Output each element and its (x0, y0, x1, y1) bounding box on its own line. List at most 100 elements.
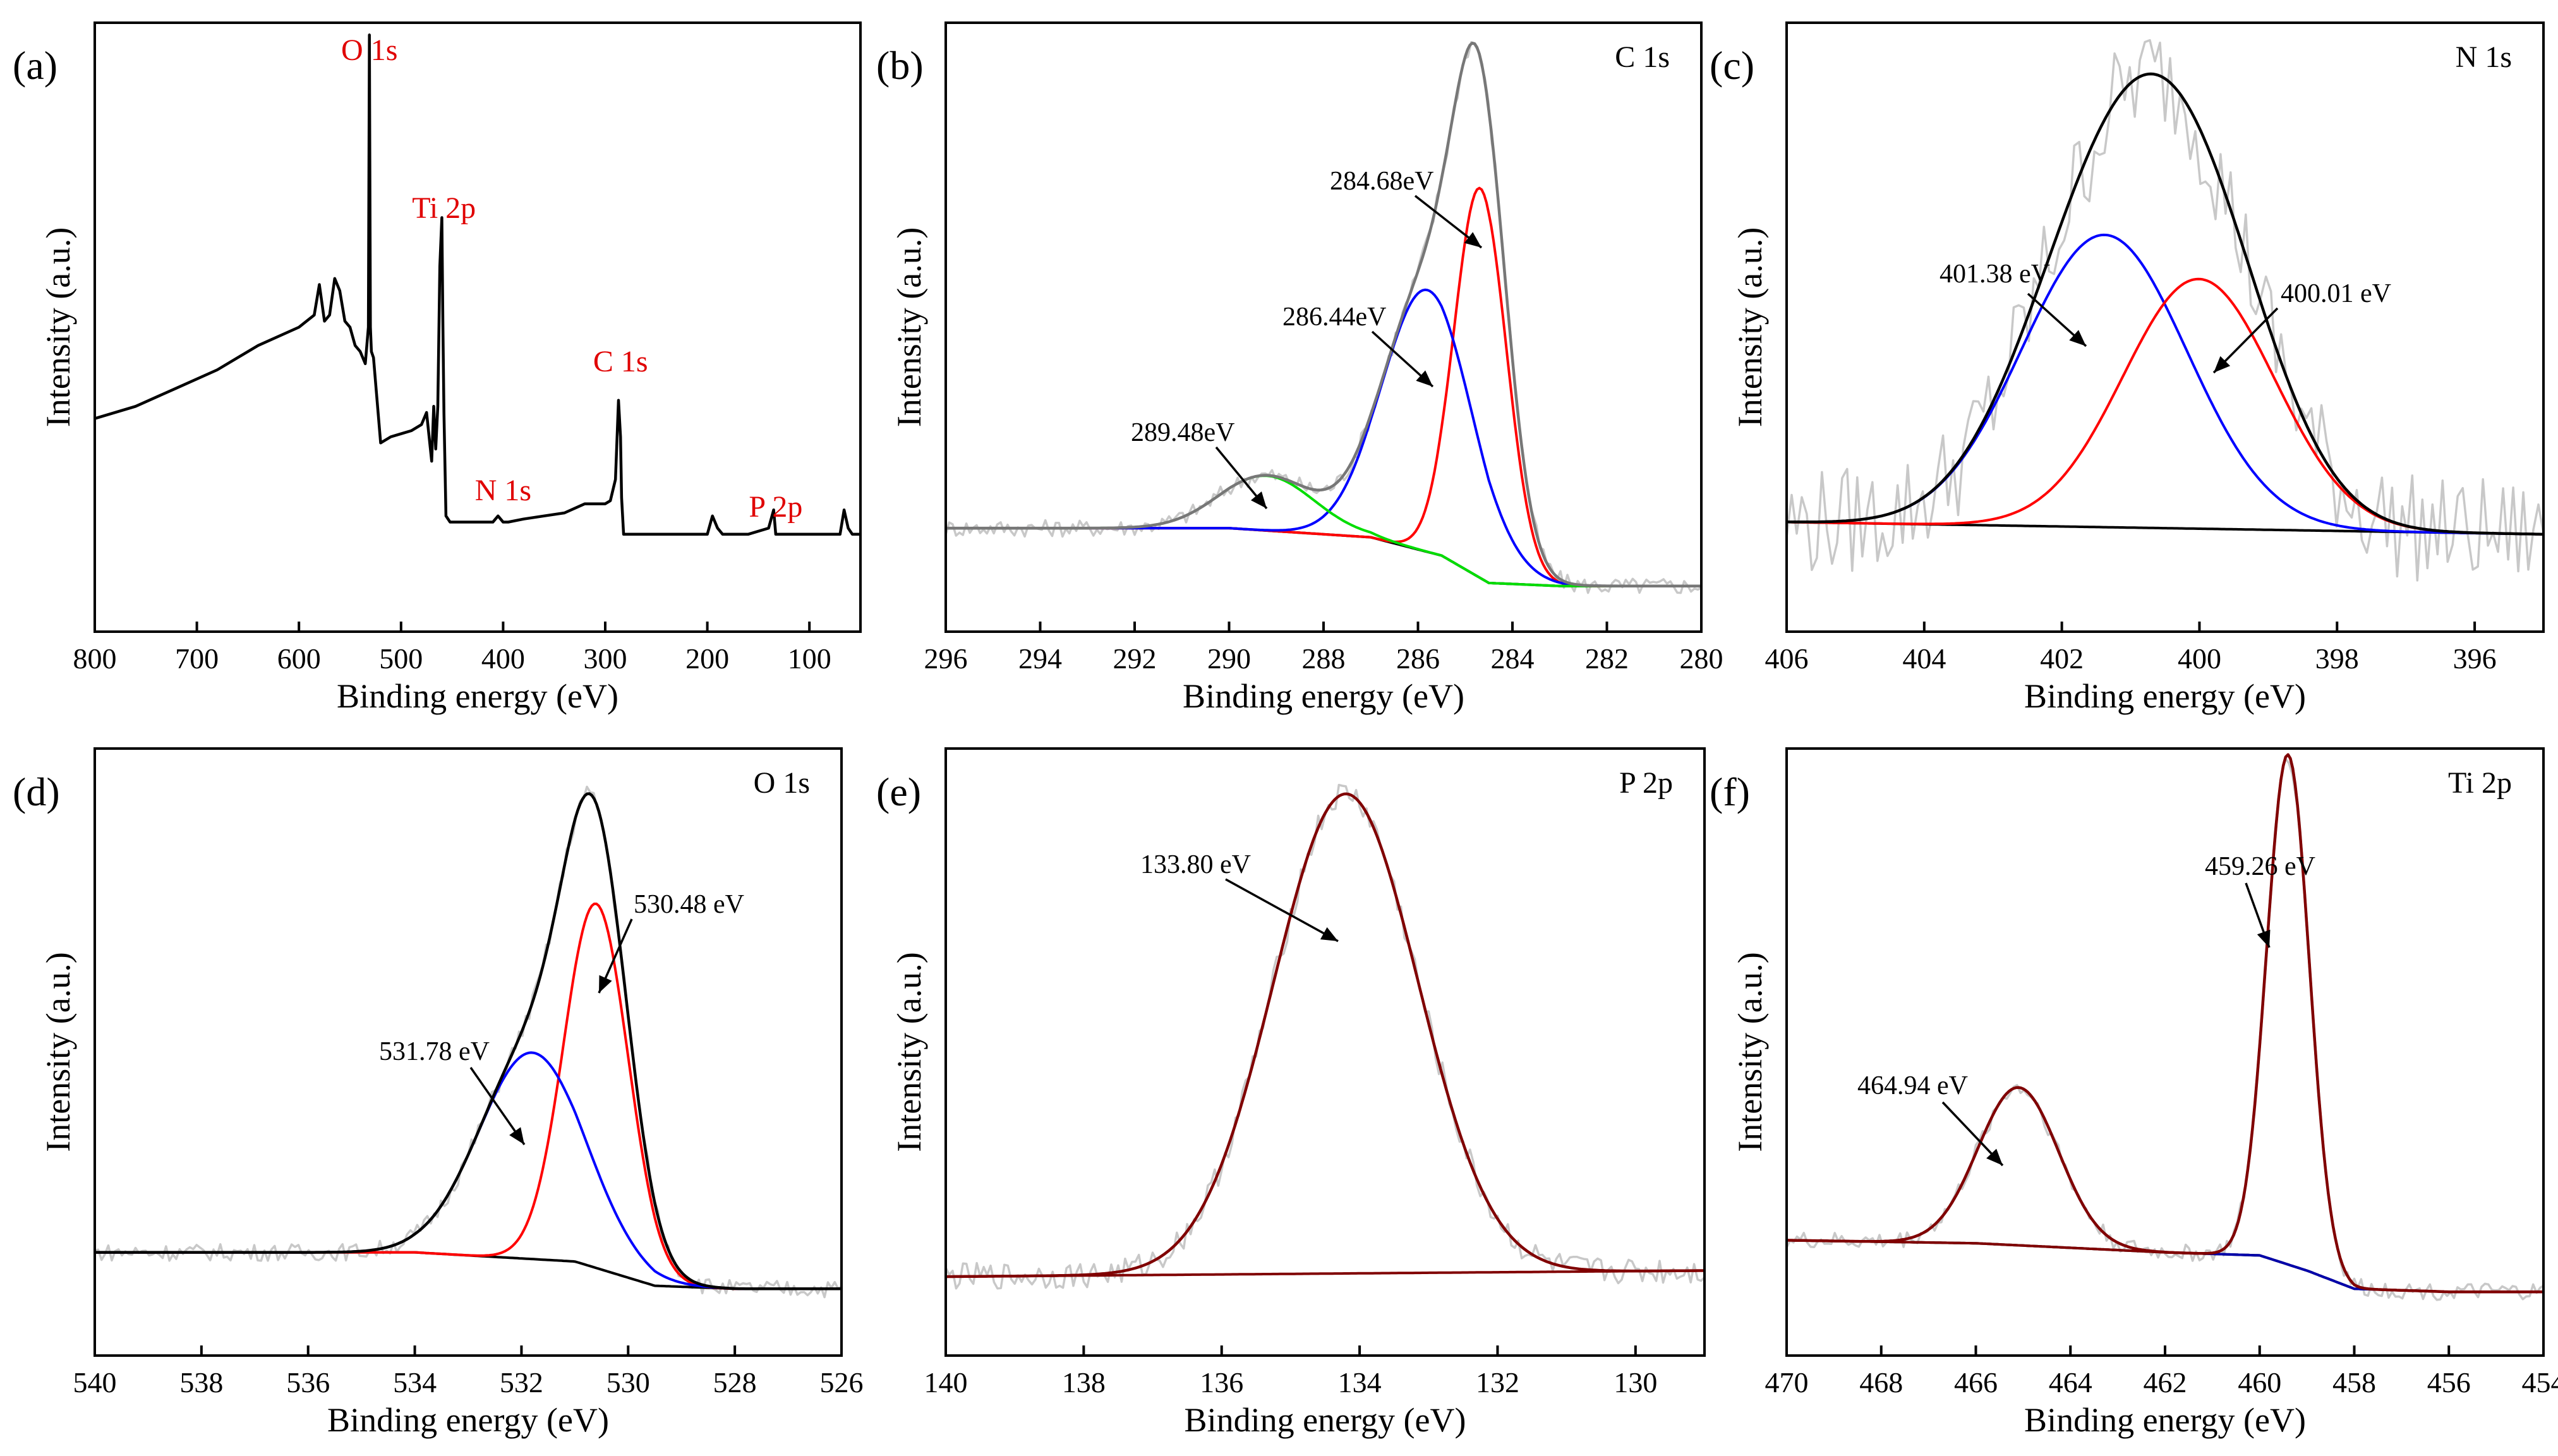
x-tick-label: 530 (606, 1366, 650, 1399)
plot-area (95, 785, 842, 1299)
x-tick-label: 134 (1338, 1366, 1382, 1399)
binding-energy-label: 464.94 eV (1857, 1071, 1968, 1100)
x-tick-label: 100 (788, 642, 831, 675)
binding-energy-label: 133.80 eV (1140, 850, 1251, 879)
peak-label: Ti 2p (412, 191, 476, 225)
y-axis-title: Intensity (a.u.) (890, 227, 928, 427)
peak-label: P 2p (749, 490, 802, 524)
plot-area (95, 33, 860, 536)
panel-d: 540 538 536 534 532 530 528 526 Binding energy (… (13, 747, 864, 1439)
x-tick-label: 454 (2522, 1366, 2558, 1399)
x-tick-label: 404 (1902, 642, 1946, 675)
panel-f: 470 468 466 464 462 460 458 456 454 Binding energ… (1710, 747, 2558, 1439)
panel-label: (b) (876, 43, 924, 88)
x-tick-label: 600 (277, 642, 321, 675)
panel-title: P 2p (1619, 766, 1673, 800)
x-tick-label: 534 (393, 1366, 437, 1399)
x-tick-label: 700 (175, 642, 219, 675)
x-tick-label: 460 (2238, 1366, 2281, 1399)
annotation-arrowhead (1416, 370, 1433, 387)
annotation-arrowhead (1464, 232, 1481, 248)
x-axis-title: Binding energy (eV) (1185, 1401, 1466, 1439)
axes-frame (944, 747, 1706, 1357)
annotation-arrowhead (1250, 491, 1267, 508)
panel-a: 800 700 600 500 400 300 200 100 Binding energy (… (13, 21, 862, 715)
plot-area (946, 783, 1704, 1290)
axes-frame (94, 21, 862, 633)
component-peak-3 (946, 474, 1701, 587)
x-tick-label: 526 (820, 1366, 864, 1399)
envelope-fit-line (946, 792, 1704, 1279)
panel-title: C 1s (1615, 40, 1670, 74)
x-tick-label: 528 (713, 1366, 757, 1399)
x-tick-label: 282 (1585, 642, 1629, 675)
x-tick-label: 140 (924, 1366, 968, 1399)
raw-data-line (946, 783, 1704, 1290)
x-tick-label: 500 (379, 642, 423, 675)
panel-label: (e) (876, 769, 921, 814)
panel-title: Ti 2p (2448, 766, 2512, 800)
x-tick-label: 294 (1018, 642, 1062, 675)
plot-area (1787, 39, 2543, 582)
axes-frame (1785, 21, 2545, 633)
x-tick-label: 290 (1207, 642, 1251, 675)
binding-energy-label: 401.38 eV (1940, 260, 2050, 289)
binding-energy-label: 531.78 eV (379, 1037, 490, 1066)
component-peak-2 (1787, 277, 2543, 536)
x-axis-title: Binding energy (eV) (337, 677, 618, 715)
x-tick-label: 286 (1396, 642, 1440, 675)
component-peak-2 (1787, 753, 2543, 1294)
x-tick-label: 540 (73, 1366, 117, 1399)
annotation-arrowhead (599, 975, 612, 993)
binding-energy-label: 284.68eV (1330, 167, 1433, 196)
x-tick-label: 456 (2427, 1366, 2471, 1399)
x-tick-label: 300 (584, 642, 627, 675)
binding-energy-label: 459.26 eV (2205, 852, 2315, 881)
raw-data-line (1787, 39, 2543, 582)
x-tick-label: 468 (1859, 1366, 1903, 1399)
x-tick-label: 532 (500, 1366, 543, 1399)
y-axis-title: Intensity (a.u.) (890, 952, 928, 1152)
axes-frame (94, 747, 843, 1357)
x-axis-title: Binding energy (eV) (1183, 677, 1464, 715)
x-tick-label: 470 (1765, 1366, 1809, 1399)
x-tick-label: 406 (1765, 642, 1809, 675)
x-tick-label: 402 (2040, 642, 2084, 675)
panel-label: (a) (13, 43, 57, 88)
peak-label: O 1s (341, 33, 397, 67)
survey-spectrum-line (95, 33, 860, 536)
plot-area (1787, 753, 2543, 1301)
panel-e: 140 138 136 134 132 130 Binding energy (eV) Int… (876, 747, 1706, 1439)
envelope-fit-line (1787, 72, 2543, 536)
panel-title: O 1s (754, 766, 810, 800)
y-axis-title: Intensity (a.u.) (1731, 952, 1769, 1152)
annotation-arrowhead (2257, 929, 2271, 948)
envelope-fit-line (95, 792, 842, 1291)
annotation-arrowhead (2214, 356, 2231, 373)
x-tick-label: 400 (2178, 642, 2221, 675)
background-line (946, 527, 1701, 587)
axes-frame (1785, 747, 2545, 1357)
x-tick-label: 132 (1476, 1366, 1519, 1399)
component-peak-1 (1787, 233, 2543, 536)
x-tick-label: 400 (481, 642, 525, 675)
binding-energy-label: 530.48 eV (634, 890, 744, 919)
component-peak-1 (1787, 1086, 2543, 1294)
plot-area (946, 41, 1701, 594)
component-peak-1 (95, 902, 842, 1291)
x-tick-label: 538 (179, 1366, 223, 1399)
x-axis-title: Binding energy (eV) (2024, 677, 2306, 715)
x-tick-label: 200 (685, 642, 729, 675)
binding-energy-label: 289.48eV (1131, 418, 1234, 447)
x-tick-label: 462 (2144, 1366, 2187, 1399)
panel-label: (c) (1710, 43, 1754, 88)
x-tick-label: 130 (1614, 1366, 1657, 1399)
x-tick-label: 464 (2049, 1366, 2092, 1399)
x-tick-label: 396 (2453, 642, 2497, 675)
x-tick-label: 466 (1954, 1366, 1998, 1399)
panel-b: 296 294 292 290 288 286 284 282 280 Binding energ… (876, 21, 1723, 715)
panel-label: (d) (13, 769, 60, 814)
x-axis-title: Binding energy (eV) (2024, 1401, 2306, 1439)
annotation-arrow-line (1225, 878, 1339, 942)
